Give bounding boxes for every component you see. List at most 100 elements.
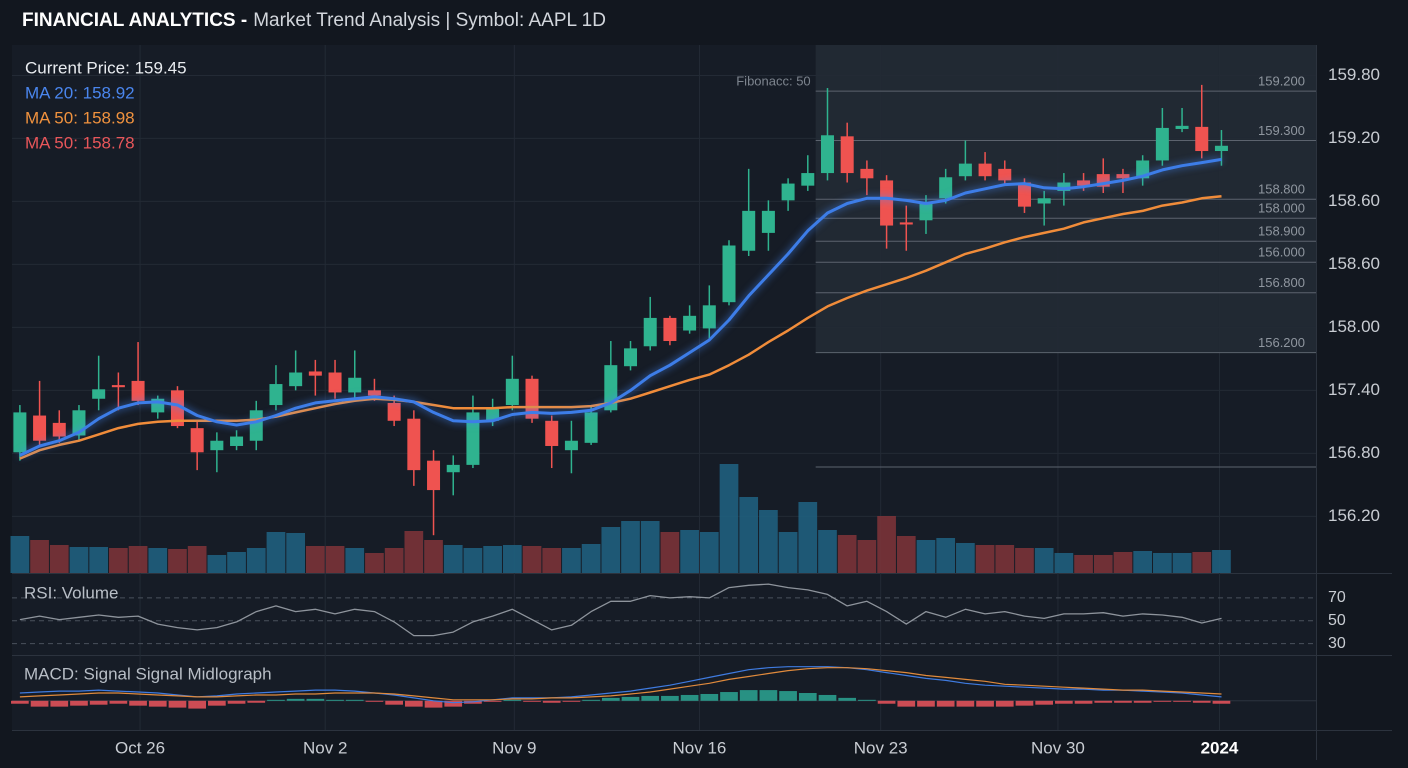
- candle-body: [249, 410, 263, 441]
- macd-histogram-bar: [345, 699, 364, 701]
- volume-bar: [837, 535, 857, 573]
- fib-label: 158.800: [1258, 182, 1305, 197]
- volume-bar: [148, 548, 168, 573]
- volume-bar: [10, 536, 30, 573]
- candle-body: [1214, 145, 1228, 152]
- x-tick-label: Nov 30: [1031, 738, 1085, 757]
- macd-histogram-bar: [582, 699, 600, 701]
- candle-body: [427, 460, 441, 491]
- candle-body: [722, 245, 736, 303]
- candle-body: [683, 315, 697, 331]
- volume-bar: [975, 545, 995, 573]
- candle-body: [801, 173, 815, 186]
- volume-bar: [601, 527, 621, 573]
- macd-histogram-bar: [759, 690, 778, 701]
- candle-body: [13, 412, 27, 453]
- macd-histogram-bar: [286, 698, 305, 701]
- macd-histogram-bar: [326, 699, 344, 701]
- candle-body: [1017, 182, 1031, 207]
- candle-body: [1116, 174, 1130, 179]
- macd-histogram-bar: [661, 695, 679, 701]
- volume-bar: [384, 548, 404, 573]
- macd-histogram-bar: [818, 694, 837, 701]
- macd-histogram-bar: [838, 697, 857, 701]
- x-tick-label: Nov 23: [854, 738, 908, 757]
- macd-histogram-bar: [1055, 700, 1073, 704]
- volume-bar: [69, 547, 89, 573]
- volume-bar: [246, 548, 266, 573]
- macd-histogram-bar: [739, 690, 758, 701]
- candle-body: [1077, 180, 1091, 186]
- volume-bar: [483, 546, 502, 573]
- macd-histogram-bar: [385, 700, 403, 705]
- x-tick-label: Nov 16: [673, 738, 727, 757]
- candle-body: [978, 163, 992, 177]
- candle-body: [899, 222, 913, 225]
- candle-body: [131, 380, 145, 401]
- macd-histogram-bar: [858, 699, 876, 701]
- fib-label: 159.200: [1258, 74, 1305, 89]
- fib-label: 158.900: [1258, 224, 1305, 239]
- macd-histogram-bar: [11, 700, 29, 704]
- macd-histogram-bar: [247, 700, 266, 703]
- fib-label: 158.000: [1258, 201, 1305, 216]
- macd-histogram-bar: [1212, 700, 1231, 704]
- y-tick-label: 159.20: [1328, 128, 1380, 147]
- candle-body: [111, 385, 125, 388]
- macd-histogram-bar: [798, 693, 817, 701]
- candle-body: [919, 202, 933, 221]
- macd-histogram-bar: [542, 700, 561, 703]
- volume-bar: [1054, 553, 1074, 573]
- volume-bar: [1074, 555, 1093, 573]
- candle-body: [840, 136, 854, 174]
- macd-histogram-bar: [1133, 700, 1152, 703]
- candle-body: [939, 177, 953, 199]
- macd-histogram-bar: [1192, 700, 1211, 703]
- volume-bar: [699, 532, 719, 573]
- macd-histogram-bar: [129, 700, 147, 706]
- y-tick-label: 157.40: [1328, 380, 1380, 399]
- macd-histogram-bar: [1114, 700, 1132, 703]
- macd-histogram-bar: [306, 698, 325, 701]
- x-tick-label: 2024: [1201, 738, 1239, 757]
- volume-bar: [305, 546, 325, 573]
- rsi-tick-label: 70: [1328, 589, 1346, 606]
- candle-body: [190, 428, 204, 453]
- macd-histogram-bar: [1074, 700, 1093, 704]
- candle-body: [761, 210, 775, 233]
- volume-bar: [621, 521, 640, 573]
- volume-bar: [1153, 553, 1172, 573]
- macd-histogram-bar: [779, 691, 797, 701]
- candle-body: [466, 412, 480, 465]
- y-tick-label: 158.60: [1328, 191, 1380, 210]
- volume-bar: [759, 510, 778, 573]
- macd-histogram-bar: [1015, 700, 1034, 706]
- fib-label: 159.300: [1258, 123, 1305, 138]
- macd-histogram-bar: [621, 696, 640, 701]
- macd-histogram-bar: [227, 700, 246, 704]
- title-rest: Market Trend Analysis | Symbol: AAPL 1D: [253, 10, 606, 31]
- moving-average: [19, 157, 1222, 457]
- fib-label: 156.000: [1258, 245, 1305, 260]
- legend-entry: MA 50: 158.78: [25, 133, 135, 152]
- moving-average: [19, 194, 1222, 460]
- y-tick-label: 156.20: [1328, 506, 1380, 525]
- candle-body: [210, 440, 224, 451]
- candle-body: [998, 168, 1012, 181]
- candle-body: [486, 407, 500, 421]
- volume-bar: [502, 545, 522, 573]
- volume-bar: [778, 532, 798, 573]
- volume-bar: [1172, 553, 1192, 573]
- legend-entry: Current Price: 159.45: [25, 58, 187, 77]
- candle-body: [1175, 125, 1189, 129]
- volume-bar: [1034, 548, 1054, 573]
- macd-histogram-bar: [483, 700, 502, 702]
- macd-histogram-bar: [267, 699, 285, 701]
- macd-histogram-bar: [89, 700, 108, 705]
- volume-bar: [207, 555, 227, 573]
- candle-body: [643, 317, 657, 347]
- candle-body: [702, 305, 716, 329]
- volume-bar: [640, 521, 660, 573]
- macd-histogram-bar: [148, 700, 167, 707]
